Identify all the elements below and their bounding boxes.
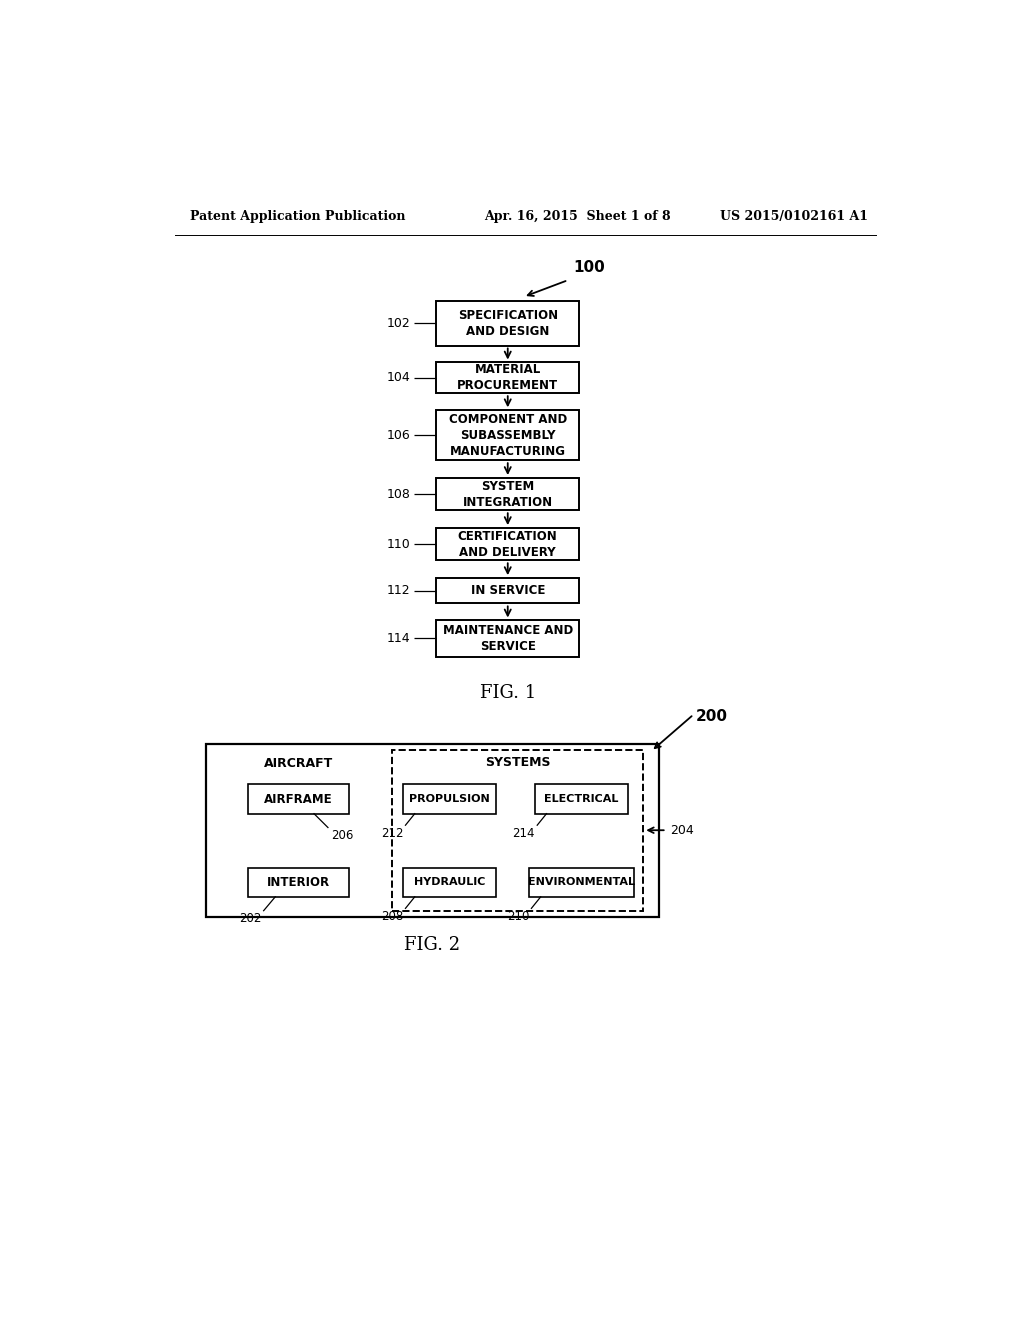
Text: 104: 104	[387, 371, 411, 384]
Text: 100: 100	[573, 260, 605, 276]
Text: MATERIAL
PROCUREMENT: MATERIAL PROCUREMENT	[457, 363, 558, 392]
Text: 108: 108	[387, 487, 411, 500]
Text: 214: 214	[512, 826, 535, 840]
Bar	[535, 784, 628, 813]
Text: 110: 110	[387, 537, 411, 550]
Bar	[436, 620, 580, 656]
Text: 106: 106	[387, 429, 411, 442]
Bar	[403, 784, 496, 813]
Text: IN SERVICE: IN SERVICE	[471, 585, 545, 597]
Text: FIG. 2: FIG. 2	[404, 936, 460, 954]
Bar	[529, 867, 634, 896]
Text: HYDRAULIC: HYDRAULIC	[414, 878, 485, 887]
Bar	[248, 867, 349, 896]
Bar	[436, 363, 580, 393]
Text: 114: 114	[387, 632, 411, 645]
Text: INTERIOR: INTERIOR	[267, 875, 330, 888]
Text: 208: 208	[381, 909, 403, 923]
Text: US 2015/0102161 A1: US 2015/0102161 A1	[720, 210, 868, 223]
Text: 202: 202	[239, 912, 261, 925]
Text: SPECIFICATION
AND DESIGN: SPECIFICATION AND DESIGN	[458, 309, 558, 338]
Bar	[248, 784, 349, 813]
Text: 206: 206	[331, 829, 353, 842]
Bar	[436, 478, 580, 511]
Text: ENVIRONMENTAL: ENVIRONMENTAL	[528, 878, 635, 887]
Bar	[206, 743, 658, 917]
Bar	[436, 301, 580, 346]
Text: 112: 112	[387, 585, 411, 597]
Text: ELECTRICAL: ELECTRICAL	[544, 795, 618, 804]
Text: AIRFRAME: AIRFRAME	[264, 792, 333, 805]
Bar	[436, 578, 580, 603]
Text: 210: 210	[507, 909, 529, 923]
Text: 212: 212	[381, 826, 403, 840]
Text: 102: 102	[387, 317, 411, 330]
Bar	[436, 528, 580, 561]
Text: 200: 200	[696, 709, 728, 723]
Text: PROPULSION: PROPULSION	[410, 795, 490, 804]
Text: SYSTEMS: SYSTEMS	[484, 756, 550, 770]
Text: Patent Application Publication: Patent Application Publication	[190, 210, 406, 223]
Bar	[391, 750, 643, 911]
Text: CERTIFICATION
AND DELIVERY: CERTIFICATION AND DELIVERY	[458, 529, 558, 558]
Text: SYSTEM
INTEGRATION: SYSTEM INTEGRATION	[463, 479, 553, 508]
Bar	[403, 867, 496, 896]
Text: 204: 204	[671, 824, 694, 837]
Text: Apr. 16, 2015  Sheet 1 of 8: Apr. 16, 2015 Sheet 1 of 8	[484, 210, 671, 223]
Text: AIRCRAFT: AIRCRAFT	[264, 758, 333, 771]
Text: COMPONENT AND
SUBASSEMBLY
MANUFACTURING: COMPONENT AND SUBASSEMBLY MANUFACTURING	[449, 413, 567, 458]
Text: FIG. 1: FIG. 1	[479, 684, 536, 702]
Bar	[436, 411, 580, 461]
Text: MAINTENANCE AND
SERVICE: MAINTENANCE AND SERVICE	[442, 624, 572, 653]
